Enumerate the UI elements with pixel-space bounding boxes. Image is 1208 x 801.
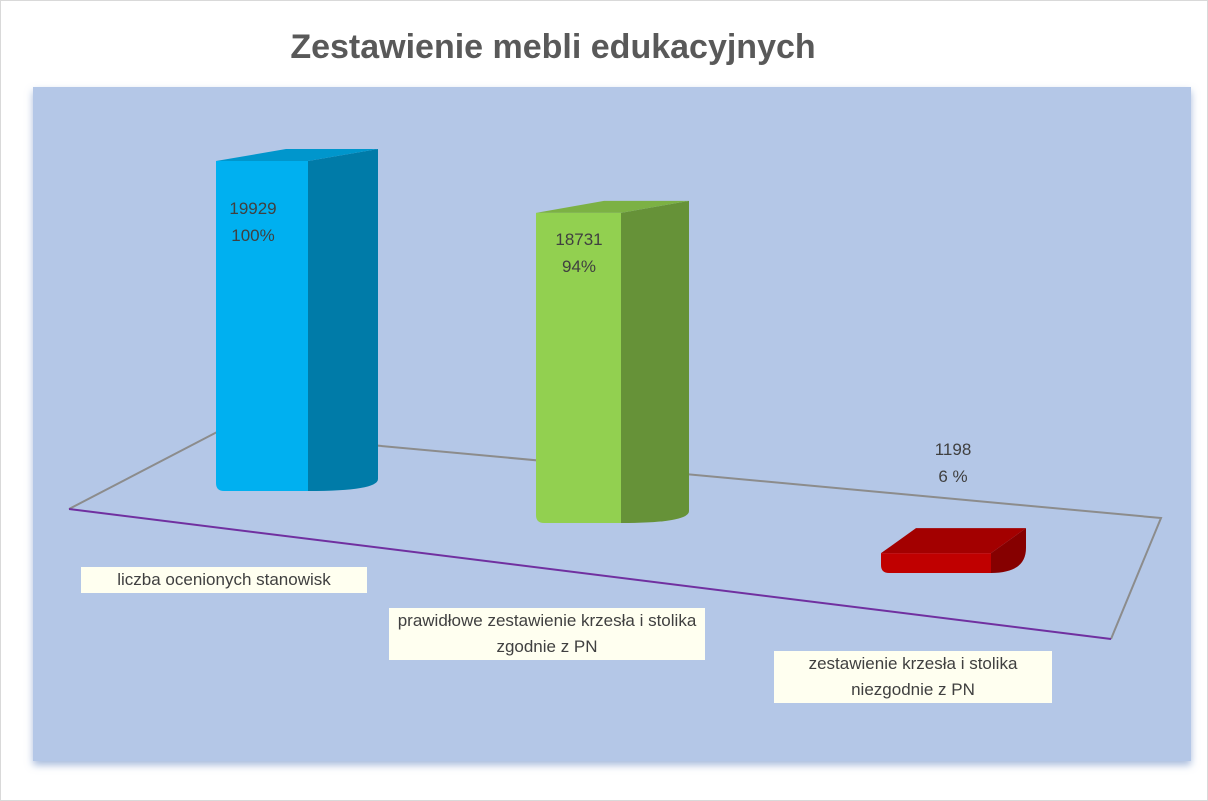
chart-title: Zestawienie mebli edukacyjnych [290,28,815,66]
category-label: liczba ocenionych stanowisk [81,567,367,593]
bar-side [308,149,378,491]
data-label: 18731 [555,230,602,249]
percent-label: 6 % [938,467,967,486]
percent-label: 94% [562,257,596,276]
bar [216,161,308,491]
bar-side [991,528,1026,573]
category-label: prawidłowe zestawienie krzesła i stolika… [389,608,705,660]
percent-label: 100% [231,226,274,245]
data-label: 1198 [935,440,972,459]
bar [536,212,621,524]
category-label: zestawienie krzesła i stolika niezgodnie… [774,651,1052,703]
bar-top [536,200,689,213]
bar-top [216,149,378,161]
bar-top [881,528,1026,554]
data-label: 19929 [229,199,276,218]
floor-edge [68,429,1163,640]
floor-front-edge [68,508,1112,640]
bar-side [621,200,689,524]
bar [881,553,991,573]
